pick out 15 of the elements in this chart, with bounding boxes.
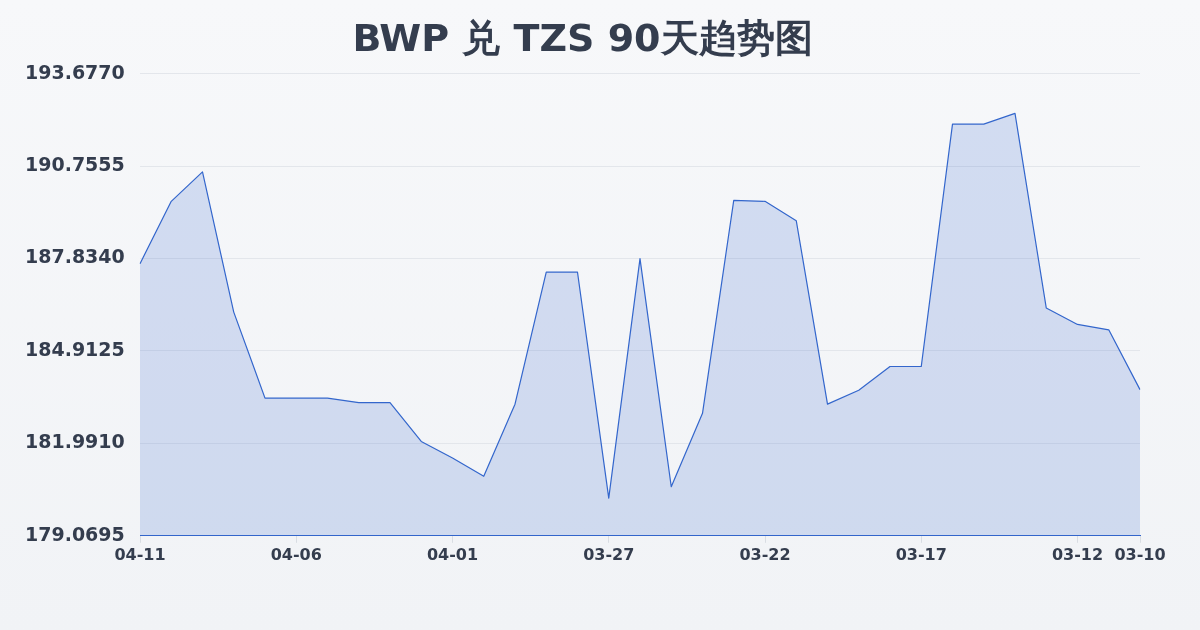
x-tick-label: 04-11 <box>114 544 166 564</box>
y-tick-label: 181.9910 <box>25 430 125 453</box>
x-tick-label: 04-01 <box>426 544 479 564</box>
chart-title: BWP 兑 TZS 90天趋势图 <box>352 15 813 60</box>
x-tick-label: 03-17 <box>895 544 947 564</box>
y-tick-label: 187.8340 <box>25 245 125 268</box>
x-tick-label: 03-12 <box>1051 544 1104 564</box>
y-tick-label: 184.9125 <box>25 337 125 360</box>
y-tick-label: 193.6770 <box>25 60 125 83</box>
x-tick-label: 04-06 <box>270 544 322 564</box>
x-tick-label: 03-27 <box>583 544 635 564</box>
y-tick-label: 190.7555 <box>25 152 125 175</box>
y-tick-label: 179.0695 <box>25 522 125 545</box>
x-tick-label: 03-10 <box>1114 544 1166 564</box>
x-tick-label: 03-22 <box>739 544 791 564</box>
